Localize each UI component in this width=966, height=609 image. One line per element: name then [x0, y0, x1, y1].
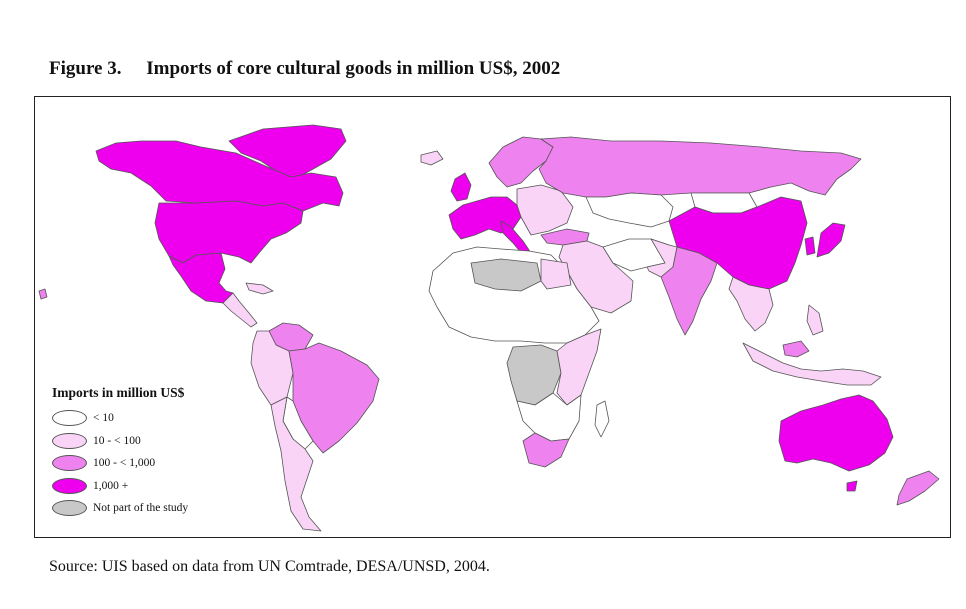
- region-scandinavia: [488, 136, 554, 188]
- region-caribbean: [245, 282, 274, 295]
- region-atlantic-island: [38, 288, 48, 300]
- region-new-zealand: [896, 470, 940, 506]
- legend-item-lt-10: < 10: [52, 407, 188, 430]
- region-greenland: [228, 124, 347, 184]
- legend-swatch-not-studied: [52, 500, 87, 517]
- legend-label: < 10: [93, 412, 114, 425]
- region-southern-africa: [516, 392, 582, 442]
- legend-label: 10 - < 100: [93, 434, 141, 447]
- figure-number: Figure 3.: [49, 58, 122, 79]
- world-map: [38, 124, 940, 532]
- region-iceland: [420, 150, 444, 166]
- region-southern-cone: [270, 396, 322, 532]
- legend-item-1000-plus: 1,000 +: [52, 475, 188, 498]
- region-sahel-not-studied: [470, 258, 542, 292]
- legend-item-10-100: 10 - < 100: [52, 430, 188, 453]
- region-tasmania: [846, 480, 858, 492]
- legend-item-100-1000: 100 - < 1,000: [52, 452, 188, 475]
- region-indonesia: [742, 342, 882, 386]
- region-eastern-europe: [516, 184, 574, 236]
- region-usa: [154, 200, 304, 264]
- region-india: [660, 246, 718, 336]
- legend-swatch-1000-plus: [52, 477, 87, 494]
- region-philippines: [806, 304, 824, 336]
- legend-swatch-100-1000: [52, 455, 87, 472]
- region-russia: [538, 136, 862, 198]
- region-south-africa: [522, 432, 570, 468]
- figure-title-text: Imports of core cultural goods in millio…: [146, 58, 561, 79]
- region-central-america: [222, 292, 258, 328]
- legend-swatch-lt-10: [52, 410, 87, 427]
- legend-label: 1,000 +: [93, 479, 129, 492]
- legend-swatch-10-100: [52, 432, 87, 449]
- figure-title: Figure 3. Imports of core cultural goods…: [49, 58, 560, 80]
- region-canada: [95, 140, 344, 212]
- region-mexico: [168, 252, 234, 304]
- region-southeast-asia: [728, 276, 774, 332]
- source-note: Source: UIS based on data from UN Comtra…: [49, 558, 490, 575]
- legend-title: Imports in million US$: [52, 385, 185, 400]
- map-legend: Imports in million US$ < 10 10 - < 100 1…: [52, 385, 188, 520]
- legend-label: Not part of the study: [93, 502, 189, 515]
- region-madagascar: [594, 400, 610, 438]
- region-egypt: [540, 258, 572, 290]
- region-korea: [804, 236, 816, 256]
- legend-label: 100 - < 1,000: [93, 457, 156, 470]
- legend-item-not-studied: Not part of the study: [52, 497, 188, 520]
- region-malaysia: [782, 340, 810, 358]
- region-australia: [778, 394, 894, 472]
- region-uk: [450, 172, 472, 202]
- region-japan: [816, 222, 846, 258]
- world-map-frame: [34, 96, 951, 538]
- region-central-asia: [585, 192, 674, 228]
